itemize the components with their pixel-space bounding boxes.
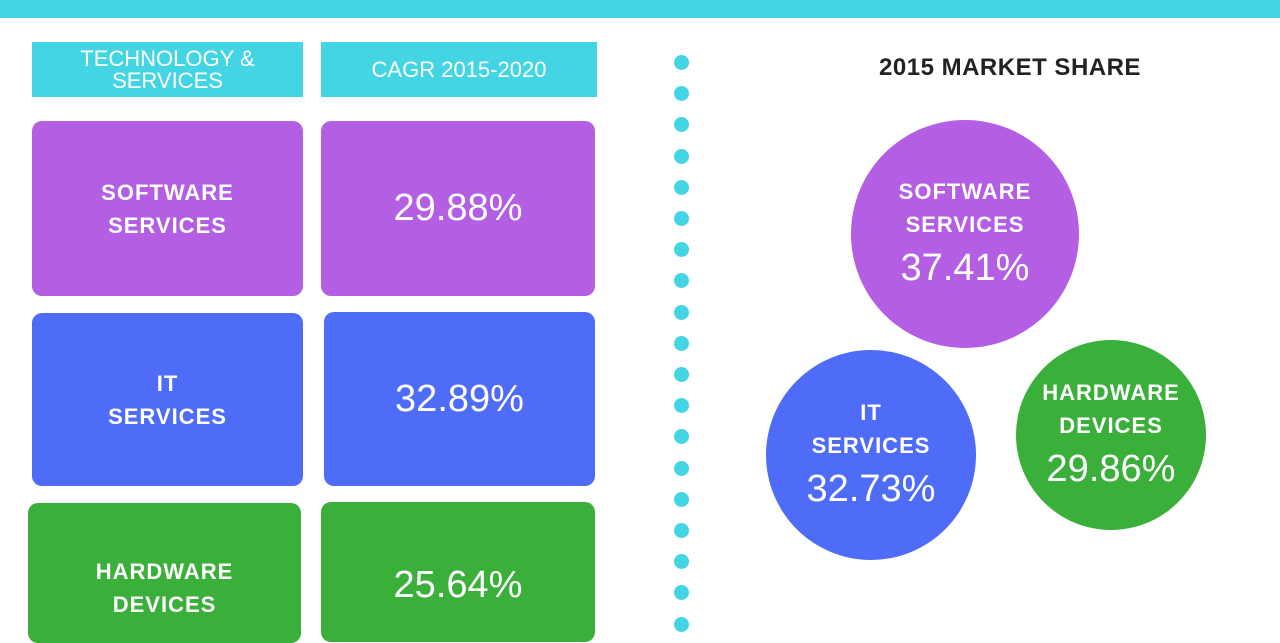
divider-dot [674,179,689,195]
bubble-hardware-devices: HARDWARE DEVICES 29.86% [1016,340,1206,530]
divider-dot [674,616,689,632]
bubble-label: IT SERVICES [811,400,931,458]
divider-dot [674,148,689,164]
category-label-line: HARDWARE [95,559,234,584]
category-tile-software-services: SOFTWARE SERVICES [32,121,303,296]
category-tile-it-services: IT SERVICES [32,313,303,486]
divider-dot [674,211,689,226]
category-label-line: SERVICES [108,403,227,429]
cagr-value-it-services: 32.89% [324,312,595,486]
column-header-cagr: CAGR 2015-2020 [321,42,597,97]
divider-dot [674,304,689,320]
bubble-software-services: SOFTWARE SERVICES 37.41% [851,120,1079,348]
bubble-it-services: IT SERVICES 32.73% [766,350,976,560]
bubble-label: HARDWARE DEVICES [1042,380,1180,438]
divider-dot [674,242,689,258]
dotted-divider [672,55,692,640]
divider-dot [674,55,689,70]
category-label-line: DEVICES [112,592,217,617]
divider-dot [674,273,689,289]
divider-dot [674,117,689,133]
divider-dot [674,398,689,414]
top-accent-bar [0,0,1280,18]
category-label-line: IT [156,370,179,396]
divider-dot [674,585,689,601]
divider-dot [674,460,689,476]
divider-dot [674,491,689,507]
bubble-value: 32.73% [806,468,936,510]
category-tile-hardware-devices: HARDWARE DEVICES [28,503,301,643]
divider-dot [674,523,689,538]
market-share-title: 2015 MARKET SHARE [879,54,1141,81]
divider-dot [674,554,689,570]
divider-dot [674,367,689,382]
divider-dot [674,429,689,445]
divider-dot [674,86,689,102]
bubble-value: 37.41% [900,247,1030,289]
bubble-label: SOFTWARE SERVICES [898,179,1032,237]
divider-dot [674,335,689,351]
category-label-line: SERVICES [108,212,227,238]
cagr-value-software-services: 29.88% [321,121,595,296]
bubble-value: 29.86% [1046,448,1176,490]
category-label-line: SOFTWARE [101,179,234,205]
column-header-technology: TECHNOLOGY & SERVICES [32,42,303,97]
cagr-value-hardware-devices: 25.64% [321,502,595,642]
